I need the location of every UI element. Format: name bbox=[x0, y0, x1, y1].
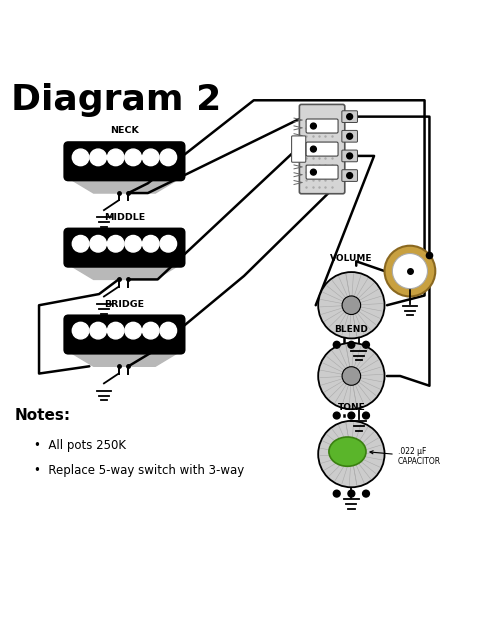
Circle shape bbox=[125, 149, 142, 166]
Circle shape bbox=[310, 123, 316, 129]
Circle shape bbox=[90, 236, 106, 252]
Circle shape bbox=[72, 149, 89, 166]
Ellipse shape bbox=[329, 437, 366, 466]
Text: Diagram 2: Diagram 2 bbox=[11, 83, 221, 117]
FancyBboxPatch shape bbox=[342, 150, 358, 162]
Circle shape bbox=[342, 367, 361, 386]
Circle shape bbox=[318, 272, 385, 338]
FancyBboxPatch shape bbox=[64, 316, 184, 353]
Circle shape bbox=[346, 113, 352, 120]
Circle shape bbox=[342, 445, 361, 464]
Circle shape bbox=[346, 173, 352, 178]
Circle shape bbox=[333, 490, 340, 497]
FancyBboxPatch shape bbox=[306, 119, 338, 133]
FancyBboxPatch shape bbox=[300, 105, 345, 194]
Circle shape bbox=[72, 236, 89, 252]
FancyBboxPatch shape bbox=[342, 111, 358, 122]
Circle shape bbox=[318, 343, 385, 409]
Circle shape bbox=[310, 146, 316, 152]
Circle shape bbox=[392, 253, 427, 289]
Polygon shape bbox=[66, 350, 183, 366]
Circle shape bbox=[142, 236, 159, 252]
FancyBboxPatch shape bbox=[306, 165, 338, 179]
Text: BLEND: BLEND bbox=[334, 325, 368, 334]
Text: MIDDLE: MIDDLE bbox=[104, 213, 145, 222]
Circle shape bbox=[160, 149, 177, 166]
Circle shape bbox=[318, 421, 385, 487]
Circle shape bbox=[107, 236, 124, 252]
Text: TONE: TONE bbox=[338, 403, 365, 412]
Circle shape bbox=[363, 341, 369, 348]
Circle shape bbox=[142, 323, 159, 339]
Text: .022 μF
CAPACITOR: .022 μF CAPACITOR bbox=[370, 447, 441, 466]
Circle shape bbox=[363, 490, 369, 497]
Text: VOLUME: VOLUME bbox=[330, 255, 373, 263]
FancyBboxPatch shape bbox=[342, 169, 358, 181]
Text: Notes:: Notes: bbox=[15, 408, 71, 423]
Circle shape bbox=[125, 236, 142, 252]
FancyBboxPatch shape bbox=[64, 229, 184, 266]
Text: BRIDGE: BRIDGE bbox=[104, 300, 144, 309]
Circle shape bbox=[363, 412, 369, 419]
Circle shape bbox=[125, 323, 142, 339]
Circle shape bbox=[333, 412, 340, 419]
Text: NECK: NECK bbox=[110, 127, 139, 135]
Circle shape bbox=[348, 341, 355, 348]
Circle shape bbox=[160, 236, 177, 252]
Circle shape bbox=[342, 296, 361, 314]
Circle shape bbox=[348, 490, 355, 497]
Circle shape bbox=[90, 323, 106, 339]
FancyBboxPatch shape bbox=[306, 142, 338, 156]
Circle shape bbox=[348, 412, 355, 419]
Circle shape bbox=[160, 323, 177, 339]
Circle shape bbox=[142, 149, 159, 166]
Circle shape bbox=[346, 134, 352, 139]
FancyBboxPatch shape bbox=[64, 142, 184, 180]
Circle shape bbox=[107, 149, 124, 166]
Polygon shape bbox=[66, 263, 183, 280]
Circle shape bbox=[90, 149, 106, 166]
Circle shape bbox=[72, 323, 89, 339]
Polygon shape bbox=[66, 176, 183, 193]
Circle shape bbox=[346, 153, 352, 159]
Circle shape bbox=[333, 341, 340, 348]
Text: •  Replace 5-way switch with 3-way: • Replace 5-way switch with 3-way bbox=[34, 464, 244, 477]
FancyBboxPatch shape bbox=[292, 136, 305, 163]
Circle shape bbox=[385, 246, 435, 297]
Circle shape bbox=[107, 323, 124, 339]
Text: •  All pots 250K: • All pots 250K bbox=[34, 440, 126, 452]
FancyBboxPatch shape bbox=[342, 130, 358, 142]
Circle shape bbox=[310, 169, 316, 175]
